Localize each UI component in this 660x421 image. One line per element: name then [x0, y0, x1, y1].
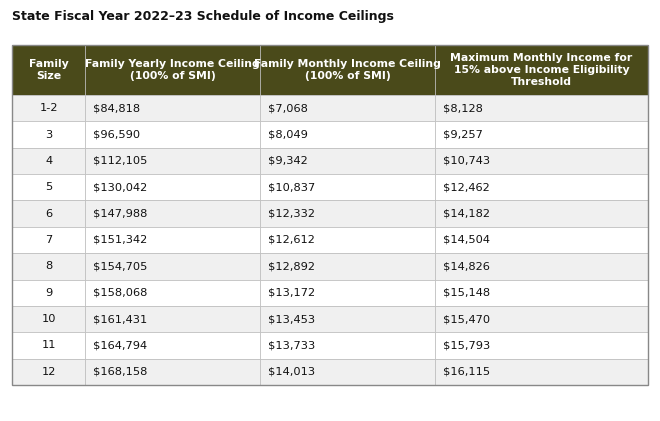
Text: $164,794: $164,794: [93, 341, 147, 350]
Bar: [260, 359, 435, 385]
Bar: [85, 253, 260, 280]
Text: $12,612: $12,612: [268, 235, 315, 245]
Bar: [85, 359, 260, 385]
Text: $14,182: $14,182: [443, 209, 490, 218]
Bar: [260, 227, 435, 253]
Text: $13,733: $13,733: [268, 341, 315, 350]
Text: $8,049: $8,049: [268, 130, 308, 139]
Text: 9: 9: [45, 288, 52, 298]
Bar: [85, 280, 260, 306]
Text: $161,431: $161,431: [93, 314, 147, 324]
Text: $14,504: $14,504: [443, 235, 490, 245]
Text: 10: 10: [42, 314, 56, 324]
Bar: [435, 95, 648, 121]
Text: $8,128: $8,128: [443, 103, 483, 113]
Bar: [12, 174, 85, 200]
Bar: [85, 148, 260, 174]
Bar: [435, 280, 648, 306]
Bar: [260, 148, 435, 174]
Text: 4: 4: [45, 156, 52, 166]
Text: $12,462: $12,462: [443, 182, 490, 192]
Bar: [85, 200, 260, 227]
Text: $16,115: $16,115: [443, 367, 490, 377]
Text: $12,332: $12,332: [268, 209, 315, 218]
Text: $7,068: $7,068: [268, 103, 308, 113]
Text: $13,453: $13,453: [268, 314, 315, 324]
Bar: [12, 95, 85, 121]
Bar: [435, 306, 648, 332]
Bar: [260, 280, 435, 306]
Bar: [12, 253, 85, 280]
Text: State Fiscal Year 2022–23 Schedule of Income Ceilings: State Fiscal Year 2022–23 Schedule of In…: [12, 10, 394, 23]
Text: $13,172: $13,172: [268, 288, 315, 298]
Text: $130,042: $130,042: [93, 182, 147, 192]
Text: $15,470: $15,470: [443, 314, 490, 324]
Text: $154,705: $154,705: [93, 261, 148, 272]
Text: 11: 11: [42, 341, 56, 350]
Bar: [260, 200, 435, 227]
Bar: [260, 121, 435, 148]
Bar: [435, 359, 648, 385]
Text: 8: 8: [45, 261, 52, 272]
Bar: [12, 332, 85, 359]
Bar: [85, 45, 260, 95]
Text: 1-2: 1-2: [40, 103, 58, 113]
Bar: [85, 332, 260, 359]
Bar: [435, 253, 648, 280]
Bar: [12, 200, 85, 227]
Text: $12,892: $12,892: [268, 261, 315, 272]
Text: 5: 5: [45, 182, 52, 192]
Bar: [435, 227, 648, 253]
Bar: [85, 174, 260, 200]
Text: 3: 3: [45, 130, 52, 139]
Text: $9,257: $9,257: [443, 130, 483, 139]
Text: $15,793: $15,793: [443, 341, 490, 350]
Text: Family Monthly Income Ceiling
(100% of SMI): Family Monthly Income Ceiling (100% of S…: [254, 59, 441, 81]
Bar: [12, 148, 85, 174]
Text: Family
Size: Family Size: [28, 59, 69, 81]
Text: $158,068: $158,068: [93, 288, 148, 298]
Text: 6: 6: [45, 209, 52, 218]
Text: $14,013: $14,013: [268, 367, 315, 377]
Bar: [435, 45, 648, 95]
Bar: [260, 95, 435, 121]
Text: Maximum Monthly Income for
15% above Income Eligibility
Threshold: Maximum Monthly Income for 15% above Inc…: [450, 53, 632, 87]
Bar: [12, 121, 85, 148]
Bar: [435, 174, 648, 200]
Bar: [85, 121, 260, 148]
Bar: [85, 227, 260, 253]
Bar: [85, 306, 260, 332]
Bar: [12, 359, 85, 385]
Bar: [260, 332, 435, 359]
Bar: [435, 200, 648, 227]
Bar: [85, 95, 260, 121]
Bar: [260, 253, 435, 280]
Bar: [12, 45, 648, 385]
Bar: [12, 280, 85, 306]
Bar: [12, 227, 85, 253]
Text: 7: 7: [45, 235, 52, 245]
Text: 12: 12: [42, 367, 55, 377]
Bar: [260, 174, 435, 200]
Text: Family Yearly Income Ceiling
(100% of SMI): Family Yearly Income Ceiling (100% of SM…: [85, 59, 260, 81]
Bar: [435, 148, 648, 174]
Text: $14,826: $14,826: [443, 261, 490, 272]
Bar: [12, 306, 85, 332]
Text: $10,743: $10,743: [443, 156, 490, 166]
Bar: [12, 45, 85, 95]
Text: $15,148: $15,148: [443, 288, 490, 298]
Text: $9,342: $9,342: [268, 156, 308, 166]
Text: $147,988: $147,988: [93, 209, 148, 218]
Text: $112,105: $112,105: [93, 156, 148, 166]
Text: $10,837: $10,837: [268, 182, 315, 192]
Bar: [260, 306, 435, 332]
Bar: [435, 332, 648, 359]
Bar: [260, 45, 435, 95]
Text: $151,342: $151,342: [93, 235, 147, 245]
Text: $168,158: $168,158: [93, 367, 148, 377]
Text: $84,818: $84,818: [93, 103, 141, 113]
Text: $96,590: $96,590: [93, 130, 141, 139]
Bar: [435, 121, 648, 148]
